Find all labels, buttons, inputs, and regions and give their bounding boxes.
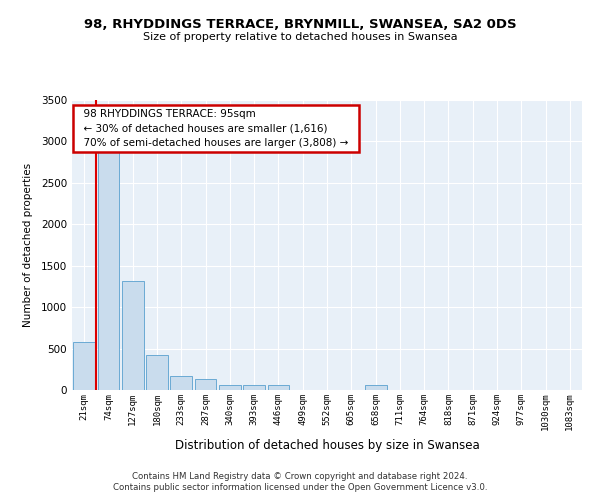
Bar [170,376,192,390]
Bar [194,379,217,390]
Bar [122,282,143,390]
Bar [268,384,289,390]
Text: Contains HM Land Registry data © Crown copyright and database right 2024.: Contains HM Land Registry data © Crown c… [132,472,468,481]
Bar [365,384,386,390]
Y-axis label: Number of detached properties: Number of detached properties [23,163,32,327]
Bar [73,342,95,390]
Text: 98 RHYDDINGS TERRACE: 95sqm  
  ← 30% of detached houses are smaller (1,616)  
 : 98 RHYDDINGS TERRACE: 95sqm ← 30% of det… [77,108,355,148]
X-axis label: Distribution of detached houses by size in Swansea: Distribution of detached houses by size … [175,438,479,452]
Text: Contains public sector information licensed under the Open Government Licence v3: Contains public sector information licen… [113,484,487,492]
Bar [219,384,241,390]
Text: 98, RHYDDINGS TERRACE, BRYNMILL, SWANSEA, SA2 0DS: 98, RHYDDINGS TERRACE, BRYNMILL, SWANSEA… [83,18,517,30]
Bar [243,384,265,390]
Bar [97,150,119,390]
Text: Size of property relative to detached houses in Swansea: Size of property relative to detached ho… [143,32,457,42]
Bar [146,355,168,390]
